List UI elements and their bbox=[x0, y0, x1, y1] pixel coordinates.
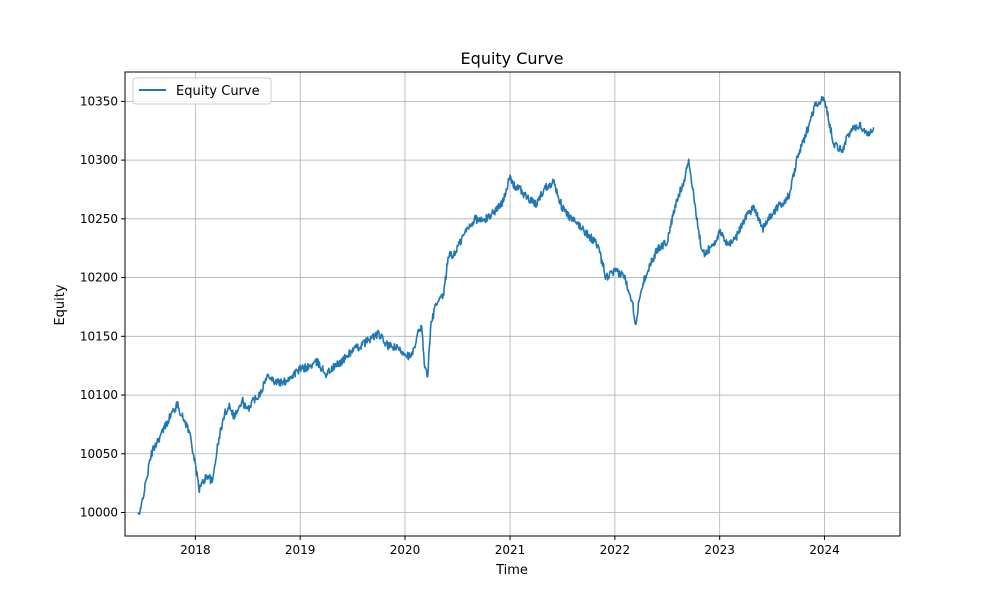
x-tick-label: 2022 bbox=[600, 543, 631, 557]
plot-frame bbox=[124, 71, 901, 537]
grid bbox=[125, 72, 900, 536]
equity-curve-line bbox=[137, 95, 875, 515]
y-axis-label: Equity bbox=[53, 284, 68, 325]
x-axis-label: Time bbox=[495, 563, 528, 578]
y-tick-label: 10300 bbox=[80, 153, 118, 167]
x-tick-label: 2019 bbox=[285, 543, 316, 557]
y-tick-label: 10000 bbox=[80, 506, 118, 520]
x-tick-label: 2024 bbox=[809, 543, 840, 557]
y-tick-label: 10050 bbox=[80, 447, 118, 461]
x-tick-label: 2023 bbox=[704, 543, 735, 557]
legend-label: Equity Curve bbox=[176, 84, 260, 99]
x-tick-label: 2018 bbox=[180, 543, 211, 557]
y-tick-label: 10250 bbox=[80, 212, 118, 226]
y-tick-label: 10150 bbox=[80, 329, 118, 343]
y-tick-label: 10200 bbox=[80, 271, 118, 285]
legend: Equity Curve bbox=[132, 77, 272, 105]
chart-title: Equity Curve bbox=[461, 49, 564, 68]
y-axis-ticks: 10000 10050 10100 10150 10200 10250 10300 10350 bbox=[80, 94, 125, 520]
y-tick-label: 10350 bbox=[80, 94, 118, 108]
x-tick-label: 2021 bbox=[495, 543, 526, 557]
series-layer bbox=[137, 95, 875, 515]
y-tick-label: 10100 bbox=[80, 388, 118, 402]
x-tick-label: 2020 bbox=[390, 543, 421, 557]
x-axis-ticks: 2018 2019 2020 2021 2022 2023 2024 bbox=[180, 536, 840, 557]
legend-box bbox=[132, 77, 272, 105]
